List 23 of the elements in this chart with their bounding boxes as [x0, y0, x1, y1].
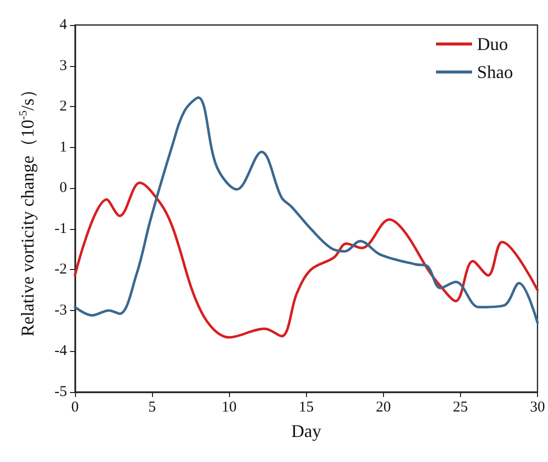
y-tick-label: 0 — [60, 180, 67, 196]
x-axis-title: Day — [291, 421, 322, 441]
x-tick-label: 5 — [148, 400, 156, 416]
x-tick-label: 20 — [376, 400, 391, 416]
line-series — [74, 182, 539, 339]
x-tick-label: 0 — [71, 400, 79, 416]
x-tick-label: 15 — [298, 400, 314, 416]
legend-label: Shao — [477, 62, 513, 82]
y-tick-label: -2 — [54, 262, 67, 278]
line-series — [74, 96, 539, 324]
y-tick-label: -1 — [54, 220, 67, 237]
x-tick-label: 25 — [452, 400, 468, 416]
y-tick-label: -3 — [54, 302, 67, 318]
y-tick-label: 1 — [60, 139, 67, 156]
y-tick-label: 3 — [60, 58, 67, 74]
y-tick-label: -5 — [54, 384, 67, 400]
y-tick-label: 4 — [60, 17, 68, 33]
x-tick-label: 10 — [222, 400, 237, 416]
y-axis-title: Relative vorticity change（10-5/s） — [18, 80, 38, 337]
y-tick-label: 2 — [60, 98, 67, 115]
x-tick-label: 30 — [530, 400, 545, 416]
legend-label: Duo — [477, 34, 508, 54]
y-tick-label: -4 — [54, 343, 68, 360]
